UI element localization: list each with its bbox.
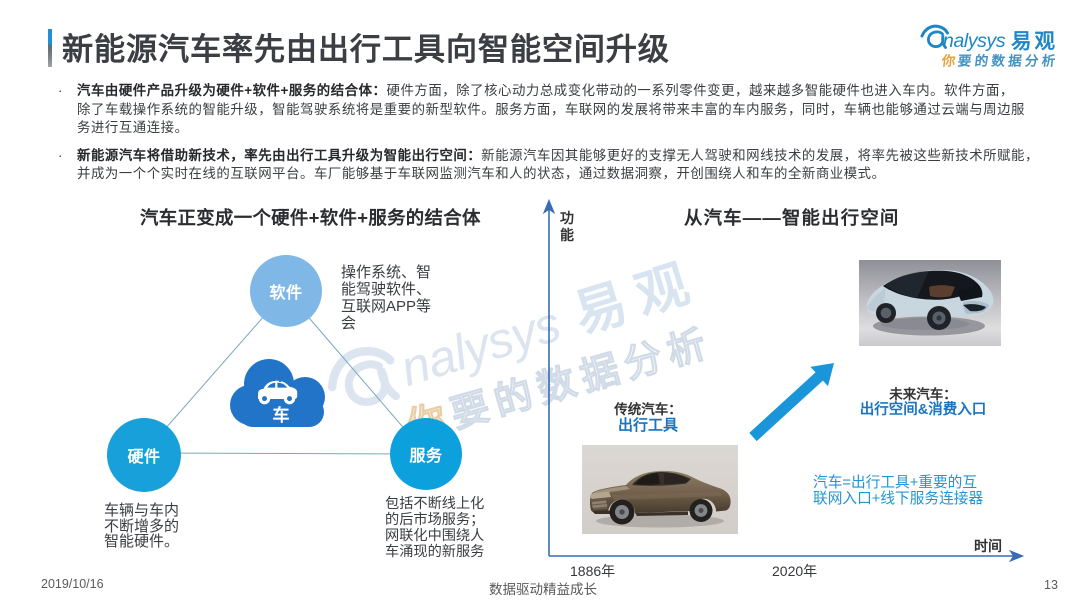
svg-text:车: 车 bbox=[273, 405, 290, 425]
svg-text:你: 你 bbox=[940, 53, 957, 69]
svg-text:要的数据分析: 要的数据分析 bbox=[957, 53, 1059, 69]
svg-text:易观: 易观 bbox=[1011, 30, 1058, 53]
svg-text:nalysys: nalysys bbox=[943, 30, 1006, 52]
